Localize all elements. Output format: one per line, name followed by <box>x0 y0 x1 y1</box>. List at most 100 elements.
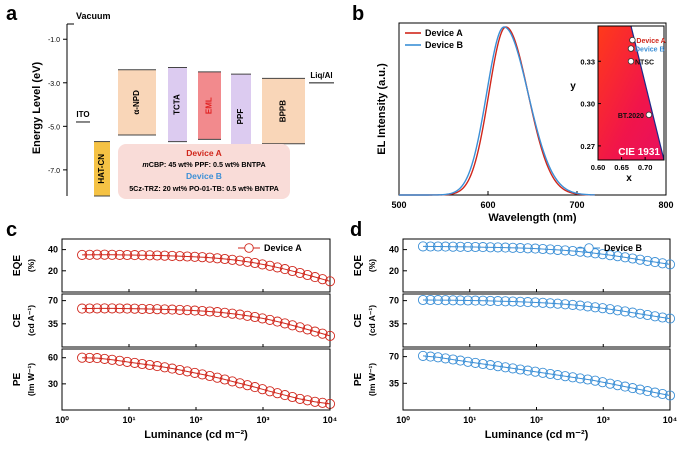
spectrum-legend-label: Device B <box>425 40 464 50</box>
efficiency-data-point <box>234 378 245 389</box>
efficiency-data-point <box>204 306 215 317</box>
efficiency-data-point <box>219 253 230 265</box>
efficiency-legend-label: Device A <box>264 243 302 253</box>
energy-level-diagram: Energy Level (eV) Vacuum -1.0 -3.0 -5.0 -7.… <box>31 11 334 199</box>
efficiency-data-point <box>272 316 283 327</box>
efficiency-data-point <box>324 330 336 341</box>
efficiency-row-title: EQE <box>353 255 364 276</box>
efficiency-data-point <box>432 241 444 252</box>
efficiency-data-point <box>485 360 496 371</box>
efficiency-curve <box>422 355 671 396</box>
efficiency-data-point <box>152 361 163 372</box>
efficiency-data-point <box>417 294 429 306</box>
efficiency-data-point <box>167 304 178 315</box>
efficiency-data-point <box>605 304 616 315</box>
efficiency-data-point <box>84 303 95 314</box>
efficiency-data-point <box>264 314 275 325</box>
efficiency-data-point <box>317 397 328 408</box>
efficiency-y-tick-label: 35 <box>48 319 58 329</box>
efficiency-data-point <box>522 297 533 308</box>
efficiency-data-point <box>455 295 466 306</box>
efficiency-data-point <box>537 367 548 378</box>
efficiency-data-point <box>560 245 571 256</box>
efficiency-data-point <box>620 252 631 263</box>
panel-label-d: d <box>350 219 362 241</box>
vacuum-label: Vacuum <box>76 11 111 21</box>
efficiency-data-point <box>182 366 193 377</box>
efficiency-data-point <box>317 328 328 339</box>
efficiency-data-point <box>440 295 451 306</box>
efficiency-data-point <box>279 318 290 329</box>
efficiency-data-point <box>567 299 578 310</box>
layer-box <box>94 141 110 196</box>
efficiency-data-point <box>234 255 245 266</box>
efficiency-data-point <box>129 357 140 368</box>
efficiency-data-point <box>522 243 533 254</box>
cie-point-marker <box>629 36 636 44</box>
efficiency-y-tick-label: 30 <box>48 379 58 389</box>
efficiency-data-point <box>642 386 653 397</box>
efficiency-data-point <box>485 242 496 253</box>
efficiency-data-point <box>279 390 290 401</box>
efficiency-data-point <box>507 296 518 307</box>
energy-tick-label: -1.0 <box>48 37 60 44</box>
efficiency-data-point <box>167 250 178 261</box>
efficiency-data-point <box>324 276 336 287</box>
device-b-efficiency-chart: 20 40 EQE (%) 35 70 CE (cd A⁻¹) 35 70 PE (lm W⁻¹) 10… <box>353 238 677 441</box>
efficiency-data-point <box>227 376 238 387</box>
efficiency-y-tick-label: 60 <box>48 353 58 363</box>
efficiency-data-point <box>159 362 170 373</box>
cie-x-axis-title: x <box>626 173 632 184</box>
efficiency-data-point <box>605 378 616 389</box>
efficiency-curve <box>82 357 331 405</box>
efficiency-data-point <box>77 352 88 363</box>
efficiency-data-point <box>440 241 451 252</box>
device-b-title: Device B <box>186 171 222 181</box>
efficiency-legend-marker <box>244 243 254 253</box>
efficiency-data-point <box>462 241 473 252</box>
efficiency-data-point <box>197 252 208 263</box>
efficiency-x-tick-label: 10⁰ <box>55 415 69 425</box>
efficiency-data-point <box>515 296 526 307</box>
efficiency-data-point <box>182 251 193 262</box>
efficiency-data-point <box>144 303 155 315</box>
efficiency-data-point <box>627 307 638 318</box>
efficiency-data-point <box>612 251 623 262</box>
efficiency-data-point <box>294 322 306 333</box>
efficiency-data-point <box>575 373 586 384</box>
efficiency-data-point <box>264 260 275 271</box>
efficiency-row-unit: (%) <box>367 259 377 272</box>
efficiency-data-point <box>649 311 661 322</box>
energy-axis-label: Energy Level (eV) <box>31 62 43 155</box>
efficiency-data-point <box>425 351 436 362</box>
cie-point-label: NTSC <box>635 59 654 66</box>
energy-ticks: -1.0 -3.0 -5.0 -7.0 <box>48 23 74 175</box>
efficiency-data-point <box>642 255 653 266</box>
efficiency-data-point <box>114 355 125 366</box>
efficiency-legend-marker <box>584 243 594 253</box>
efficiency-data-point <box>84 249 95 260</box>
efficiency-data-point <box>470 295 481 306</box>
cie-inset-frame <box>597 25 665 161</box>
efficiency-y-tick-label: 35 <box>389 319 399 329</box>
layer-label: PPF <box>236 109 245 125</box>
efficiency-row-title: CE <box>353 313 364 327</box>
efficiency-data-point <box>590 248 601 259</box>
efficiency-data-point <box>227 254 238 265</box>
efficiency-data-point <box>485 295 496 306</box>
efficiency-data-point <box>84 352 95 363</box>
efficiency-x-tick-label: 10² <box>530 415 543 425</box>
efficiency-data-point <box>107 354 118 365</box>
efficiency-data-point <box>620 381 631 392</box>
efficiency-data-point <box>174 364 185 376</box>
spectrum-y-axis-title: EL Intensity (a.u.) <box>376 63 388 155</box>
efficiency-data-point <box>455 241 466 252</box>
efficiency-data-point <box>612 305 623 316</box>
efficiency-data-point <box>77 249 88 260</box>
efficiency-data-point <box>432 295 444 306</box>
efficiency-data-point <box>590 375 601 386</box>
efficiency-data-point <box>114 303 125 314</box>
efficiency-y-tick-label: 40 <box>48 245 58 255</box>
efficiency-data-point <box>204 252 215 263</box>
efficiency-data-point <box>582 301 593 312</box>
